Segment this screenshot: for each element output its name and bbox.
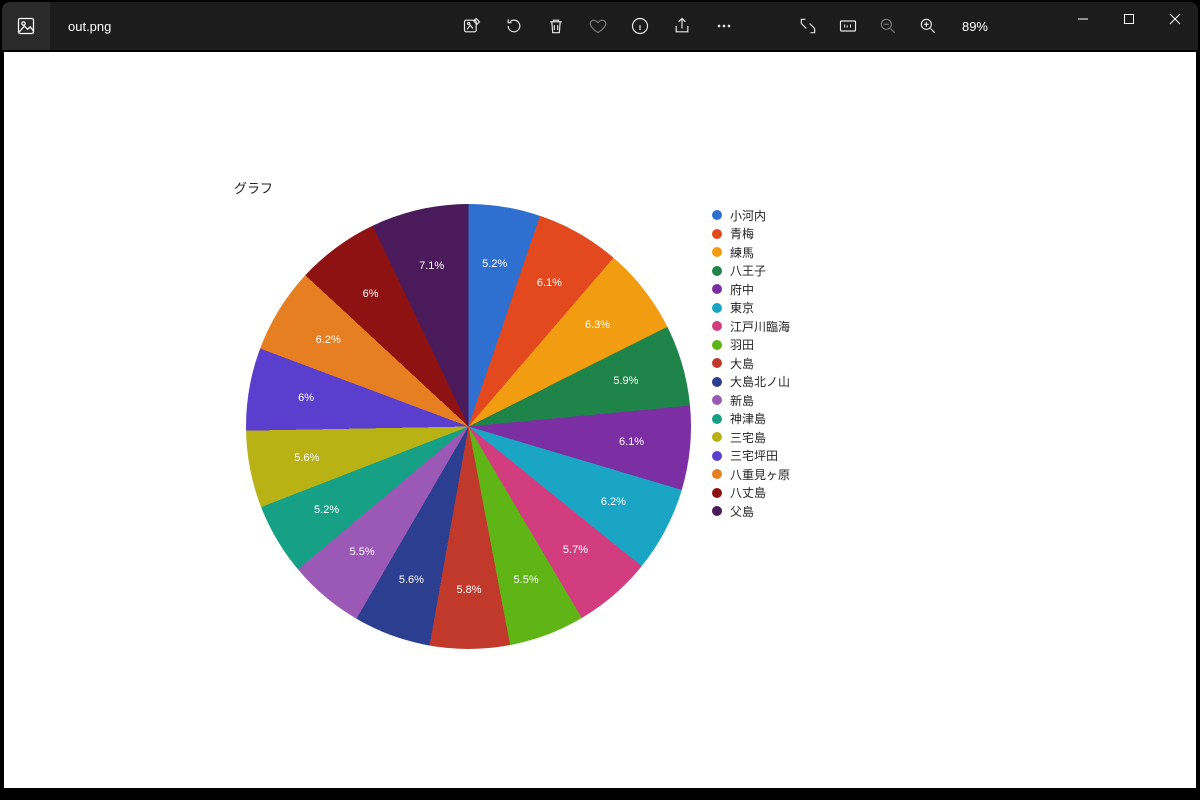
- legend-item: 江戸川臨海: [712, 317, 790, 336]
- slice-label: 7.1%: [419, 260, 444, 272]
- slice-label: 6.2%: [601, 496, 626, 508]
- slice-label: 5.6%: [294, 452, 319, 464]
- legend-swatch: [712, 266, 722, 276]
- slice-label: 5.2%: [482, 258, 507, 270]
- legend-swatch: [712, 377, 722, 387]
- legend-swatch: [712, 340, 722, 350]
- legend-item: 神津島: [712, 410, 790, 429]
- share-icon[interactable]: [672, 16, 692, 36]
- legend-item: 三宅坪田: [712, 447, 790, 466]
- pie-chart: 5.2% 6.1% 6.3% 5.9% 6.1% 6.2% 5.7% 5.5% 5.8% 5.6%…: [246, 204, 691, 649]
- legend-swatch: [712, 488, 722, 498]
- photos-app-icon[interactable]: [2, 2, 50, 50]
- legend-label: 大島北ノ山: [730, 373, 790, 390]
- legend-item: 羽田: [712, 336, 790, 355]
- filename-label: out.png: [68, 19, 111, 34]
- legend-item: 八丈島: [712, 484, 790, 503]
- window-controls: [1060, 2, 1198, 36]
- chart-title: グラフ: [234, 178, 273, 197]
- legend-swatch: [712, 469, 722, 479]
- slice-label: 5.5%: [514, 574, 539, 586]
- viewer-content: グラフ 5.2% 6.1% 6.3% 5.9% 6.1% 6.2% 5.7% 5.5% 5.8%…: [4, 52, 1196, 788]
- slice-label: 6.3%: [585, 319, 610, 331]
- maximize-button[interactable]: [1106, 2, 1152, 36]
- legend-label: 府中: [730, 281, 754, 298]
- legend-swatch: [712, 229, 722, 239]
- legend-label: 八王子: [730, 262, 766, 279]
- zoom-in-icon[interactable]: [918, 16, 938, 36]
- right-toolbar: 89%: [798, 2, 988, 50]
- legend-label: 父島: [730, 503, 754, 520]
- close-button[interactable]: [1152, 2, 1198, 36]
- legend-label: 三宅島: [730, 429, 766, 446]
- legend-label: 八丈島: [730, 484, 766, 501]
- zoom-out-icon[interactable]: [878, 16, 898, 36]
- legend-item: 八重見ヶ原: [712, 465, 790, 484]
- slice-label: 5.5%: [350, 546, 375, 558]
- slice-label: 6.1%: [619, 436, 644, 448]
- legend-swatch: [712, 451, 722, 461]
- legend-item: 新島: [712, 391, 790, 410]
- legend-swatch: [712, 303, 722, 313]
- legend-swatch: [712, 210, 722, 220]
- slice-label: 5.8%: [456, 584, 481, 596]
- fullscreen-icon[interactable]: [798, 16, 818, 36]
- legend-label: 新島: [730, 392, 754, 409]
- slice-label: 5.9%: [613, 375, 638, 387]
- legend-label: 八重見ヶ原: [730, 466, 790, 483]
- legend-label: 東京: [730, 299, 754, 316]
- slice-label: 6.1%: [537, 277, 562, 289]
- legend-item: 小河内: [712, 206, 790, 225]
- chart-legend: 小河内青梅練馬八王子府中東京江戸川臨海羽田大島大島北ノ山新島神津島三宅島三宅坪田…: [712, 206, 790, 521]
- legend-swatch: [712, 321, 722, 331]
- edit-image-icon[interactable]: [462, 16, 482, 36]
- legend-swatch: [712, 395, 722, 405]
- info-icon[interactable]: [630, 16, 650, 36]
- slice-label: 5.7%: [563, 544, 588, 556]
- legend-label: 羽田: [730, 336, 754, 353]
- legend-swatch: [712, 247, 722, 257]
- center-toolbar: [462, 2, 734, 50]
- legend-swatch: [712, 414, 722, 424]
- slice-label: 6%: [363, 288, 379, 300]
- more-icon[interactable]: [714, 16, 734, 36]
- legend-item: 三宅島: [712, 428, 790, 447]
- legend-label: 小河内: [730, 207, 766, 224]
- legend-swatch: [712, 432, 722, 442]
- zoom-level-label: 89%: [962, 19, 988, 34]
- actual-size-icon[interactable]: [838, 16, 858, 36]
- filmstrip-bar: [4, 788, 1196, 798]
- slice-label: 6.2%: [316, 334, 341, 346]
- legend-swatch: [712, 284, 722, 294]
- legend-swatch: [712, 506, 722, 516]
- legend-label: 江戸川臨海: [730, 318, 790, 335]
- legend-label: 練馬: [730, 244, 754, 261]
- favorite-icon[interactable]: [588, 16, 608, 36]
- legend-label: 神津島: [730, 410, 766, 427]
- image-canvas: グラフ 5.2% 6.1% 6.3% 5.9% 6.1% 6.2% 5.7% 5.5% 5.8%…: [12, 66, 1188, 782]
- legend-item: 大島: [712, 354, 790, 373]
- slice-label: 5.2%: [314, 504, 339, 516]
- delete-icon[interactable]: [546, 16, 566, 36]
- legend-swatch: [712, 358, 722, 368]
- slice-label: 6%: [298, 392, 314, 404]
- legend-item: 府中: [712, 280, 790, 299]
- minimize-button[interactable]: [1060, 2, 1106, 36]
- rotate-icon[interactable]: [504, 16, 524, 36]
- legend-item: 八王子: [712, 262, 790, 281]
- legend-item: 大島北ノ山: [712, 373, 790, 392]
- app-window: out.png 89% グラフ 5.2%6: [2, 2, 1198, 798]
- legend-item: 父島: [712, 502, 790, 521]
- legend-label: 青梅: [730, 225, 754, 242]
- legend-label: 三宅坪田: [730, 447, 778, 464]
- titlebar: out.png 89%: [2, 2, 1198, 50]
- legend-item: 東京: [712, 299, 790, 318]
- pie-slice-labels: 5.2% 6.1% 6.3% 5.9% 6.1% 6.2% 5.7% 5.5% 5.8% 5.6%…: [246, 204, 691, 649]
- legend-label: 大島: [730, 355, 754, 372]
- legend-item: 練馬: [712, 243, 790, 262]
- legend-item: 青梅: [712, 225, 790, 244]
- slice-label: 5.6%: [399, 574, 424, 586]
